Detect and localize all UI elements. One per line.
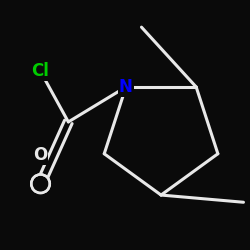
Text: O: O	[34, 146, 48, 164]
Text: Cl: Cl	[32, 62, 50, 80]
Text: N: N	[119, 78, 133, 96]
Circle shape	[32, 175, 49, 192]
